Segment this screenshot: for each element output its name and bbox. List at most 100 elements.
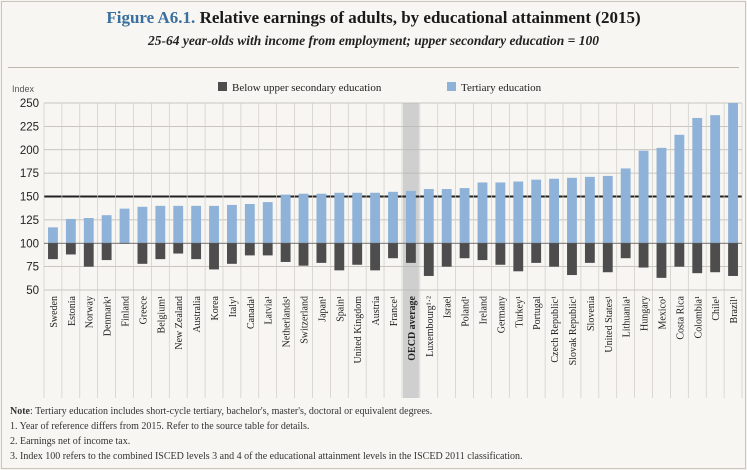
title-divider: [8, 67, 739, 68]
bar-tertiary: [602, 175, 613, 244]
bar-tertiary: [513, 181, 524, 244]
bar-below-upper-secondary: [352, 243, 363, 265]
bar-tertiary: [531, 179, 542, 244]
bar-tertiary: [638, 150, 649, 244]
bar-tertiary: [101, 215, 112, 244]
bar-below-upper-secondary: [620, 243, 631, 259]
bar-below-upper-secondary: [495, 243, 506, 265]
bar-below-upper-secondary: [334, 243, 345, 271]
bar-tertiary: [298, 193, 309, 244]
legend-swatch: [218, 82, 227, 91]
bar-below-upper-secondary: [209, 243, 219, 270]
bar-below-upper-secondary: [513, 243, 524, 272]
category-label: Estonia: [67, 295, 78, 326]
bar-tertiary: [227, 204, 237, 244]
category-label: United States¹: [604, 296, 615, 353]
bar-below-upper-secondary: [692, 243, 703, 274]
category-label: Israel: [443, 296, 454, 318]
bar-below-upper-secondary: [280, 243, 291, 262]
category-label: Australia: [192, 295, 203, 332]
category-label: Slovak Republic¹: [568, 296, 579, 365]
category-label: Canada¹: [246, 296, 257, 329]
bar-below-upper-secondary: [65, 243, 76, 255]
category-label: Finland: [121, 296, 132, 327]
y-tick-label: 100: [20, 238, 39, 250]
figure-subtitle: 25-64 year-olds with income from employm…: [148, 33, 599, 48]
category-label: Italy¹: [228, 296, 239, 317]
bar-below-upper-secondary: [155, 243, 166, 260]
bar-tertiary: [567, 177, 577, 244]
bar-below-upper-secondary: [405, 243, 416, 263]
category-label: Spain¹: [335, 296, 346, 322]
bar-below-upper-secondary: [137, 243, 148, 264]
category-label: Brazil¹: [729, 296, 740, 323]
legend-swatch: [447, 82, 456, 91]
bar-below-upper-secondary: [602, 243, 613, 273]
bar-below-upper-secondary: [48, 243, 58, 260]
category-label: Costa Rica: [675, 295, 686, 339]
bar-below-upper-secondary: [638, 243, 649, 268]
bar-tertiary: [477, 182, 488, 244]
note-main: Note: Tertiary education includes short-…: [10, 404, 740, 419]
bar-tertiary: [370, 192, 381, 244]
category-label: Netherlands¹: [282, 296, 293, 347]
bar-tertiary: [191, 205, 202, 244]
category-label: Ireland: [478, 296, 489, 324]
bar-tertiary: [584, 176, 595, 244]
note-1: 1. Year of reference differs from 2015. …: [10, 421, 310, 432]
category-label: Austria: [371, 295, 382, 325]
category-label: New Zealand: [174, 296, 185, 350]
y-tick-label: 150: [20, 192, 39, 204]
category-label: France¹: [389, 296, 400, 326]
bar-below-upper-secondary: [549, 243, 559, 267]
category-label: Portugal: [532, 296, 543, 330]
y-tick-label: 50: [26, 285, 39, 297]
bar-tertiary: [459, 188, 470, 244]
y-axis-label: Index: [12, 84, 35, 94]
bar-tertiary: [316, 193, 327, 244]
bar-below-upper-secondary: [316, 243, 327, 263]
figure-title-text: Relative earnings of adults, by educatio…: [199, 8, 641, 27]
bar-tertiary: [674, 134, 685, 244]
category-label: Korea: [210, 295, 221, 320]
bar-tertiary: [209, 205, 219, 244]
bar-below-upper-secondary: [728, 243, 738, 276]
category-label: Hungary: [640, 296, 651, 331]
bar-below-upper-secondary: [567, 243, 577, 276]
bar-below-upper-secondary: [101, 243, 112, 261]
bar-tertiary: [137, 206, 148, 244]
category-label: Denmark¹: [103, 296, 114, 336]
category-label: Luxembourg¹·²: [425, 296, 436, 357]
bar-tertiary: [173, 205, 184, 244]
category-label: Turkey¹: [514, 296, 525, 328]
category-label: Slovenia: [586, 295, 597, 331]
bar-below-upper-secondary: [262, 243, 273, 256]
bar-below-upper-secondary: [441, 243, 452, 267]
bar-below-upper-secondary: [531, 243, 542, 263]
category-label: OECD average: [407, 295, 418, 360]
bar-tertiary: [155, 205, 166, 244]
bar-below-upper-secondary: [173, 243, 184, 254]
bar-tertiary: [710, 115, 721, 244]
bar-tertiary: [728, 103, 738, 244]
bar-tertiary: [620, 168, 631, 244]
category-label: Norway: [85, 296, 96, 328]
figure-title: Figure A6.1. Relative earnings of adults…: [0, 8, 747, 28]
note-2: 2. Earnings net of income tax.: [10, 436, 131, 447]
bar-tertiary: [352, 192, 363, 244]
bar-below-upper-secondary: [423, 243, 434, 276]
bar-below-upper-secondary: [298, 243, 309, 266]
y-tick-label: 75: [26, 262, 39, 274]
bar-below-upper-secondary: [191, 243, 202, 260]
bar-tertiary: [549, 178, 559, 244]
bar-tertiary: [405, 190, 416, 244]
bar-tertiary: [692, 117, 703, 244]
category-label: Switzerland: [300, 296, 311, 344]
bar-tertiary: [334, 192, 345, 244]
category-label: Czech Republic¹: [550, 296, 561, 363]
category-label: Mexico¹: [657, 296, 668, 330]
y-tick-label: 125: [20, 215, 39, 227]
bar-below-upper-secondary: [227, 243, 237, 264]
bar-below-upper-secondary: [477, 243, 488, 261]
bar-below-upper-secondary: [459, 243, 470, 259]
